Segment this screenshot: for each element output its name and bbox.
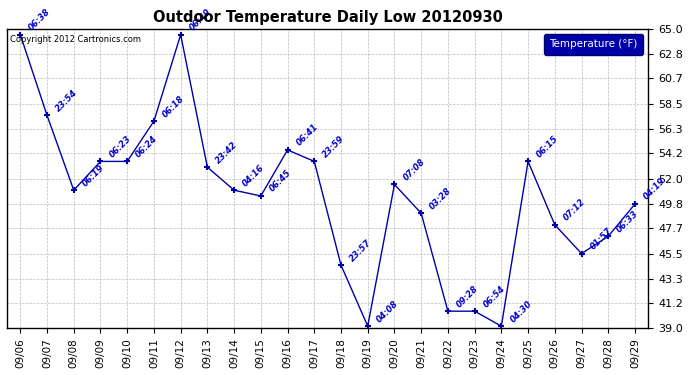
Temperature (°F)	[43, 113, 51, 118]
Legend: Temperature (°F): Temperature (°F)	[544, 34, 643, 54]
Temperature (°F)	[337, 263, 345, 267]
Text: 04:30: 04:30	[509, 298, 533, 324]
Temperature (°F)	[204, 165, 212, 170]
Temperature (°F)	[16, 32, 24, 37]
Temperature (°F)	[364, 324, 372, 328]
Temperature (°F)	[578, 251, 586, 256]
Temperature (°F)	[177, 32, 185, 37]
Temperature (°F)	[417, 211, 425, 216]
Text: 23:59: 23:59	[322, 134, 346, 159]
Text: 07:12: 07:12	[562, 197, 587, 223]
Text: 06:41: 06:41	[295, 122, 320, 148]
Text: 06:54: 06:54	[482, 284, 507, 309]
Text: 04:19: 04:19	[642, 177, 667, 202]
Text: 06:38: 06:38	[27, 7, 52, 33]
Text: 04:16: 04:16	[241, 163, 266, 188]
Temperature (°F)	[230, 188, 238, 192]
Text: 23:57: 23:57	[348, 237, 373, 263]
Temperature (°F)	[551, 222, 559, 227]
Temperature (°F)	[524, 159, 532, 164]
Temperature (°F)	[604, 234, 613, 238]
Temperature (°F)	[70, 188, 78, 192]
Temperature (°F)	[150, 119, 158, 123]
Text: 09:28: 09:28	[455, 284, 480, 309]
Temperature (°F)	[257, 194, 265, 198]
Temperature (°F)	[391, 182, 399, 187]
Text: 03:28: 03:28	[428, 186, 453, 211]
Temperature (°F)	[97, 159, 105, 164]
Text: 04:08: 04:08	[375, 298, 400, 324]
Title: Outdoor Temperature Daily Low 20120930: Outdoor Temperature Daily Low 20120930	[152, 10, 502, 25]
Temperature (°F)	[284, 148, 292, 152]
Text: 06:23: 06:23	[108, 134, 132, 159]
Text: 06:24: 06:24	[134, 134, 159, 159]
Text: 06:49: 06:49	[188, 7, 213, 33]
Text: 06:18: 06:18	[161, 93, 186, 119]
Text: 07:08: 07:08	[402, 157, 426, 182]
Text: 06:33: 06:33	[615, 209, 640, 234]
Text: 06:45: 06:45	[268, 168, 293, 194]
Temperature (°F)	[310, 159, 318, 164]
Temperature (°F)	[444, 309, 452, 314]
Temperature (°F)	[471, 309, 479, 314]
Temperature (°F)	[631, 202, 639, 206]
Text: 01:57: 01:57	[589, 226, 614, 251]
Text: 06:19: 06:19	[81, 163, 106, 188]
Text: 23:54: 23:54	[54, 88, 79, 113]
Text: 23:42: 23:42	[215, 140, 239, 165]
Text: Copyright 2012 Cartronics.com: Copyright 2012 Cartronics.com	[10, 35, 141, 44]
Line: Temperature (°F): Temperature (°F)	[17, 31, 638, 330]
Text: 06:15: 06:15	[535, 134, 560, 159]
Temperature (°F)	[123, 159, 131, 164]
Temperature (°F)	[497, 324, 506, 328]
